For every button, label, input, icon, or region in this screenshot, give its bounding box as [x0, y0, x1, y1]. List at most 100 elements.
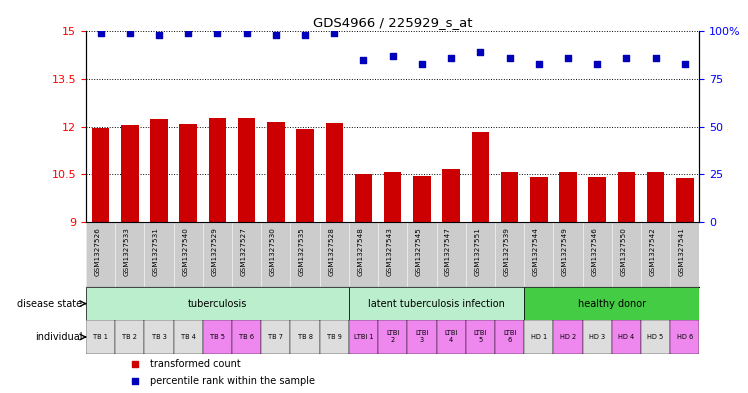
Bar: [86, 320, 115, 354]
Point: [129, 360, 141, 367]
Bar: [174, 320, 203, 354]
Text: GSM1327529: GSM1327529: [212, 227, 218, 276]
Text: LTBI
3: LTBI 3: [415, 331, 429, 343]
Bar: [319, 320, 349, 354]
Text: GSM1327543: GSM1327543: [387, 227, 393, 276]
Text: GSM1327547: GSM1327547: [445, 227, 451, 276]
Bar: [413, 176, 431, 222]
Text: GSM1327540: GSM1327540: [183, 227, 188, 276]
Point: [562, 55, 574, 61]
Bar: [442, 169, 460, 222]
Bar: [267, 122, 285, 222]
Point: [153, 32, 165, 39]
Text: GSM1327535: GSM1327535: [299, 227, 305, 276]
Text: TB 9: TB 9: [327, 334, 342, 340]
Text: GSM1327527: GSM1327527: [241, 227, 247, 276]
Point: [474, 49, 486, 55]
Bar: [203, 320, 232, 354]
Point: [212, 30, 224, 37]
Bar: [238, 118, 255, 222]
Text: HD 2: HD 2: [560, 334, 576, 340]
Bar: [232, 320, 261, 354]
Bar: [325, 123, 343, 222]
Text: TB 8: TB 8: [298, 334, 313, 340]
Bar: [355, 174, 373, 222]
Text: GSM1327539: GSM1327539: [503, 227, 509, 276]
Bar: [641, 320, 670, 354]
Text: GSM1327545: GSM1327545: [416, 227, 422, 276]
Bar: [466, 320, 495, 354]
Bar: [180, 124, 197, 222]
Text: GSM1327549: GSM1327549: [562, 227, 568, 276]
Text: disease state: disease state: [17, 299, 82, 309]
Text: GSM1327530: GSM1327530: [270, 227, 276, 276]
Bar: [92, 128, 109, 222]
Text: LTBI
6: LTBI 6: [503, 331, 516, 343]
Text: GSM1327531: GSM1327531: [153, 227, 159, 276]
Bar: [261, 320, 290, 354]
Text: LTBI
4: LTBI 4: [444, 331, 458, 343]
Bar: [121, 125, 138, 222]
Point: [129, 378, 141, 384]
Point: [270, 32, 282, 39]
Text: TB 3: TB 3: [152, 334, 167, 340]
Bar: [349, 320, 378, 354]
Bar: [378, 320, 408, 354]
Text: LTBI
5: LTBI 5: [473, 331, 487, 343]
Text: tuberculosis: tuberculosis: [188, 299, 247, 309]
Text: TB 4: TB 4: [181, 334, 196, 340]
Text: GSM1327528: GSM1327528: [328, 227, 334, 276]
Bar: [530, 177, 548, 222]
Bar: [408, 320, 437, 354]
Text: HD 4: HD 4: [619, 334, 634, 340]
Point: [591, 61, 603, 67]
Text: LTBI 1: LTBI 1: [354, 334, 373, 340]
Bar: [495, 320, 524, 354]
Title: GDS4966 / 225929_s_at: GDS4966 / 225929_s_at: [313, 16, 473, 29]
Text: latent tuberculosis infection: latent tuberculosis infection: [368, 299, 505, 309]
Bar: [618, 173, 635, 222]
Text: individual: individual: [34, 332, 82, 342]
Point: [649, 55, 661, 61]
Text: GSM1327533: GSM1327533: [124, 227, 130, 276]
Point: [620, 55, 632, 61]
Point: [358, 57, 370, 63]
Text: transformed count: transformed count: [150, 358, 241, 369]
Point: [328, 30, 340, 37]
Point: [416, 61, 428, 67]
Bar: [384, 172, 402, 222]
Bar: [524, 287, 699, 320]
Text: GSM1327550: GSM1327550: [620, 227, 626, 276]
Point: [95, 30, 107, 37]
Bar: [670, 320, 699, 354]
Text: TB 2: TB 2: [123, 334, 138, 340]
Bar: [471, 132, 489, 222]
Text: GSM1327548: GSM1327548: [358, 227, 364, 276]
Bar: [647, 172, 664, 222]
Bar: [209, 118, 226, 222]
Text: TB 6: TB 6: [239, 334, 254, 340]
Bar: [150, 119, 168, 222]
Bar: [560, 172, 577, 222]
Bar: [349, 287, 524, 320]
Bar: [554, 320, 583, 354]
Bar: [589, 177, 606, 222]
Point: [241, 30, 253, 37]
Point: [124, 30, 136, 37]
Bar: [115, 320, 144, 354]
Point: [299, 32, 311, 39]
Point: [445, 55, 457, 61]
Text: percentile rank within the sample: percentile rank within the sample: [150, 376, 316, 386]
Text: LTBI
2: LTBI 2: [386, 331, 399, 343]
Text: GSM1327541: GSM1327541: [678, 227, 684, 276]
Text: GSM1327544: GSM1327544: [533, 227, 539, 276]
Point: [503, 55, 515, 61]
Bar: [524, 320, 554, 354]
Bar: [583, 320, 612, 354]
Bar: [612, 320, 641, 354]
Text: TB 7: TB 7: [269, 334, 283, 340]
Bar: [500, 171, 518, 222]
Text: HD 3: HD 3: [589, 334, 605, 340]
Text: TB 5: TB 5: [210, 334, 225, 340]
Text: HD 6: HD 6: [677, 334, 693, 340]
